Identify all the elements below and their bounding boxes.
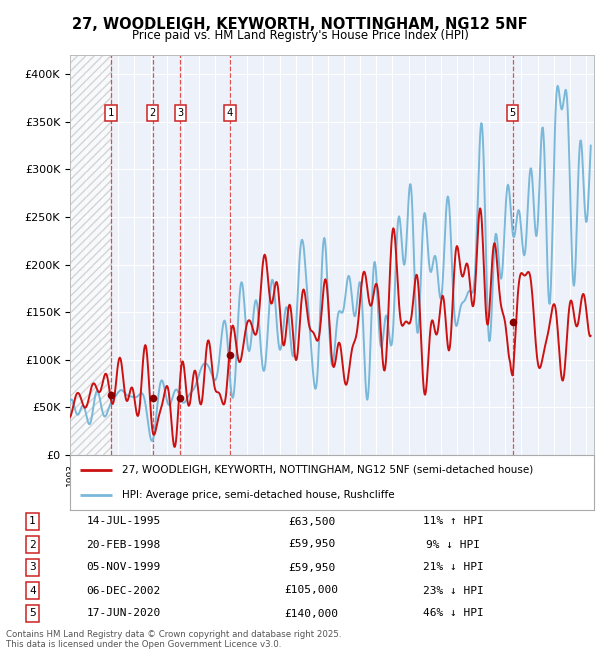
- Text: 14-JUL-1995: 14-JUL-1995: [86, 517, 161, 526]
- Text: HPI: Average price, semi-detached house, Rushcliffe: HPI: Average price, semi-detached house,…: [122, 490, 395, 500]
- Text: £63,500: £63,500: [288, 517, 335, 526]
- Text: £105,000: £105,000: [285, 586, 339, 595]
- Text: 20-FEB-1998: 20-FEB-1998: [86, 540, 161, 549]
- Text: Price paid vs. HM Land Registry's House Price Index (HPI): Price paid vs. HM Land Registry's House …: [131, 29, 469, 42]
- Text: 3: 3: [29, 562, 36, 573]
- Text: Contains HM Land Registry data © Crown copyright and database right 2025.
This d: Contains HM Land Registry data © Crown c…: [6, 630, 341, 649]
- Text: 5: 5: [509, 108, 516, 118]
- Bar: [70, 55, 111, 455]
- Text: 9% ↓ HPI: 9% ↓ HPI: [426, 540, 480, 549]
- Text: 2: 2: [149, 108, 156, 118]
- Text: 5: 5: [29, 608, 36, 619]
- Text: 4: 4: [29, 586, 36, 595]
- Text: 27, WOODLEIGH, KEYWORTH, NOTTINGHAM, NG12 5NF (semi-detached house): 27, WOODLEIGH, KEYWORTH, NOTTINGHAM, NG1…: [122, 465, 533, 475]
- Text: £59,950: £59,950: [288, 540, 335, 549]
- Text: 27, WOODLEIGH, KEYWORTH, NOTTINGHAM, NG12 5NF: 27, WOODLEIGH, KEYWORTH, NOTTINGHAM, NG1…: [72, 17, 528, 32]
- Text: 2: 2: [29, 540, 36, 549]
- Text: 21% ↓ HPI: 21% ↓ HPI: [422, 562, 483, 573]
- Text: 05-NOV-1999: 05-NOV-1999: [86, 562, 161, 573]
- Text: 1: 1: [108, 108, 114, 118]
- Text: 3: 3: [177, 108, 184, 118]
- Text: £59,950: £59,950: [288, 562, 335, 573]
- Text: 11% ↑ HPI: 11% ↑ HPI: [422, 517, 483, 526]
- Text: £140,000: £140,000: [285, 608, 339, 619]
- Text: 17-JUN-2020: 17-JUN-2020: [86, 608, 161, 619]
- Text: 06-DEC-2002: 06-DEC-2002: [86, 586, 161, 595]
- Text: 1: 1: [29, 517, 36, 526]
- Text: 4: 4: [227, 108, 233, 118]
- Text: 23% ↓ HPI: 23% ↓ HPI: [422, 586, 483, 595]
- Text: 46% ↓ HPI: 46% ↓ HPI: [422, 608, 483, 619]
